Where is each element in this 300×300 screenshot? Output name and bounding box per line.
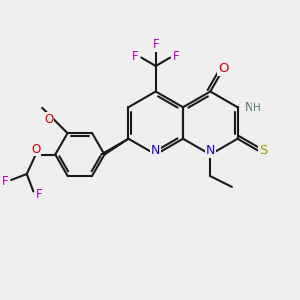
Text: H: H	[253, 103, 261, 112]
Text: S: S	[259, 144, 267, 157]
Text: N: N	[151, 144, 160, 158]
Text: F: F	[152, 38, 159, 51]
Text: N: N	[206, 144, 215, 158]
Text: O: O	[218, 61, 229, 75]
Text: F: F	[2, 175, 8, 188]
Text: F: F	[173, 50, 179, 63]
Text: F: F	[132, 50, 139, 63]
Text: O: O	[44, 113, 53, 126]
Text: N: N	[244, 101, 253, 114]
Text: F: F	[36, 188, 43, 201]
Text: O: O	[31, 142, 40, 156]
